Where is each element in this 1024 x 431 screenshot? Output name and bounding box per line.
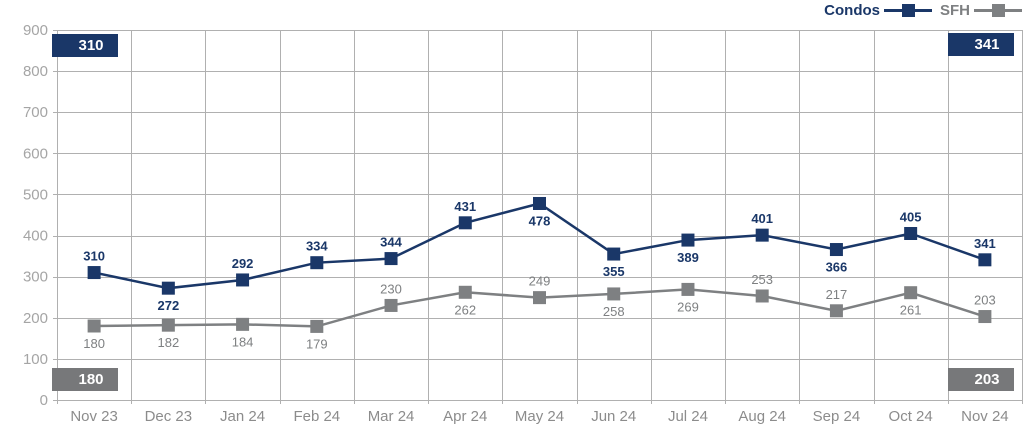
- x-tick-label: Sep 24: [813, 408, 861, 425]
- data-point-label: 401: [751, 211, 773, 226]
- data-point-marker[interactable]: [607, 287, 621, 301]
- data-point-label: 262: [454, 302, 476, 317]
- data-point-label: 405: [900, 210, 922, 225]
- condos-line-marker-icon: [884, 3, 932, 18]
- data-point-marker[interactable]: [904, 227, 918, 240]
- data-point-marker[interactable]: [236, 273, 250, 287]
- badge-last-condos-value: 341: [948, 33, 1014, 56]
- y-tick-label: 200: [23, 310, 48, 327]
- y-axis-labels: 0 100 200 300 400 500 600 700 800 900: [23, 22, 48, 409]
- legend-label-condos: Condos: [824, 2, 880, 19]
- data-point-label: 355: [603, 264, 625, 279]
- data-point-label: 230: [380, 281, 402, 296]
- x-tick-label: Jun 24: [591, 408, 636, 425]
- legend-item-sfh[interactable]: SFH: [940, 2, 1022, 19]
- data-point-marker[interactable]: [978, 253, 992, 267]
- data-point-label: 179: [306, 336, 328, 351]
- data-point-label: 180: [83, 336, 105, 351]
- data-point-marker[interactable]: [87, 319, 101, 333]
- data-point-label: 249: [529, 274, 551, 289]
- data-point-marker[interactable]: [310, 256, 324, 270]
- x-tick-label: Oct 24: [889, 408, 933, 425]
- x-tick-label: Jul 24: [668, 408, 708, 425]
- data-point-label: 431: [454, 199, 476, 214]
- data-point-marker[interactable]: [755, 228, 769, 242]
- data-point-marker[interactable]: [384, 252, 398, 266]
- grid: [53, 30, 1023, 404]
- x-tick-label: Aug 24: [738, 408, 786, 425]
- series-sfh: 180 182 184 179 230 262 249 258 269 253 217 261 203: [83, 272, 995, 351]
- y-tick-label: 100: [23, 351, 48, 368]
- data-point-label: 389: [677, 250, 699, 265]
- data-point-label: 184: [232, 334, 254, 349]
- x-tick-label: Dec 23: [145, 408, 193, 425]
- data-point-marker[interactable]: [384, 298, 398, 312]
- y-tick-label: 600: [23, 145, 48, 162]
- data-point-label: 272: [157, 298, 179, 313]
- y-tick-label: 800: [23, 63, 48, 80]
- data-point-label: 478: [529, 213, 551, 228]
- data-point-marker[interactable]: [978, 310, 992, 324]
- sfh-line-marker-icon: [974, 3, 1022, 18]
- data-point-marker[interactable]: [161, 281, 175, 295]
- data-point-marker[interactable]: [755, 289, 769, 303]
- x-tick-label: Jan 24: [220, 408, 265, 425]
- data-point-marker[interactable]: [161, 318, 175, 332]
- data-point-label: 344: [380, 235, 402, 250]
- badge-first-sfh-value: 180: [52, 368, 118, 391]
- y-tick-label: 500: [23, 186, 48, 203]
- data-point-marker[interactable]: [87, 266, 101, 280]
- data-point-marker[interactable]: [310, 319, 324, 333]
- data-point-label: 261: [900, 303, 922, 318]
- data-point-label: 258: [603, 304, 625, 319]
- x-tick-label: Nov 24: [961, 408, 1009, 425]
- data-point-label: 217: [826, 287, 848, 302]
- data-point-label: 334: [306, 239, 328, 254]
- legend: Condos SFH: [824, 2, 1022, 19]
- x-tick-label: Mar 24: [368, 408, 415, 425]
- data-point-marker[interactable]: [533, 196, 546, 210]
- series-condos: 310 272 292 334 344 431 478 355 389 401 366 405 341: [83, 196, 996, 313]
- data-point-marker[interactable]: [458, 285, 472, 299]
- data-point-label: 269: [677, 299, 699, 314]
- y-tick-label: 400: [23, 228, 48, 245]
- data-point-label: 253: [751, 272, 773, 287]
- y-tick-label: 0: [40, 392, 48, 409]
- data-point-marker[interactable]: [681, 282, 695, 296]
- data-point-marker[interactable]: [607, 247, 621, 261]
- data-point-label: 310: [83, 249, 105, 264]
- data-point-marker[interactable]: [236, 317, 250, 331]
- x-tick-label: Nov 23: [70, 408, 118, 425]
- data-point-marker[interactable]: [829, 243, 843, 257]
- legend-item-condos[interactable]: Condos: [824, 2, 932, 19]
- y-tick-label: 300: [23, 269, 48, 286]
- data-point-label: 203: [974, 293, 996, 308]
- data-point-marker[interactable]: [458, 216, 472, 230]
- x-tick-label: May 24: [515, 408, 564, 425]
- x-tick-label: Apr 24: [443, 408, 487, 425]
- badge-first-condos-value: 310: [52, 34, 118, 57]
- data-point-marker[interactable]: [904, 286, 918, 300]
- data-point-label: 341: [974, 236, 996, 251]
- data-point-label: 366: [826, 260, 848, 275]
- badge-last-sfh-value: 203: [948, 368, 1014, 391]
- data-point-label: 292: [232, 256, 254, 271]
- data-point-marker[interactable]: [681, 233, 695, 247]
- y-tick-label: 900: [23, 22, 48, 39]
- data-point-marker[interactable]: [829, 304, 843, 318]
- x-tick-label: Feb 24: [293, 408, 340, 425]
- legend-label-sfh: SFH: [940, 2, 970, 19]
- data-point-label: 182: [157, 335, 179, 350]
- x-axis-labels: Nov 23 Dec 23 Jan 24 Feb 24 Mar 24 Apr 24 May …: [70, 408, 1008, 425]
- y-tick-label: 700: [23, 104, 48, 121]
- data-point-marker[interactable]: [533, 291, 546, 305]
